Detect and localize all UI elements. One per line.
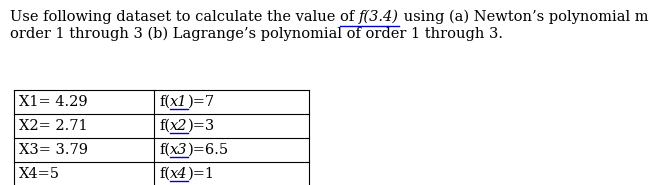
Text: X1= 4.29: X1= 4.29 bbox=[19, 95, 88, 109]
Text: x3: x3 bbox=[170, 143, 188, 157]
Text: using (a) Newton’s polynomial method of: using (a) Newton’s polynomial method of bbox=[399, 10, 649, 24]
Text: x4: x4 bbox=[170, 167, 188, 181]
Text: X2= 2.71: X2= 2.71 bbox=[19, 119, 88, 133]
Text: f(3.4): f(3.4) bbox=[359, 10, 399, 24]
Text: X4=5: X4=5 bbox=[19, 167, 60, 181]
Text: f(: f( bbox=[159, 167, 170, 181]
Text: f(: f( bbox=[159, 95, 170, 109]
Text: of: of bbox=[340, 10, 359, 24]
Text: x1: x1 bbox=[170, 95, 188, 109]
Text: )=7: )=7 bbox=[188, 95, 215, 109]
Text: order 1 through 3 (b) Lagrange’s polynomial of order 1 through 3.: order 1 through 3 (b) Lagrange’s polynom… bbox=[10, 27, 503, 41]
Text: X3= 3.79: X3= 3.79 bbox=[19, 143, 88, 157]
Text: )=1: )=1 bbox=[188, 167, 215, 181]
Text: f(: f( bbox=[159, 143, 170, 157]
Text: )=3: )=3 bbox=[188, 119, 215, 133]
Text: Use following dataset to calculate the value: Use following dataset to calculate the v… bbox=[10, 10, 340, 24]
Text: )=6.5: )=6.5 bbox=[188, 143, 228, 157]
Text: x2: x2 bbox=[170, 119, 188, 133]
Text: f(: f( bbox=[159, 119, 170, 133]
